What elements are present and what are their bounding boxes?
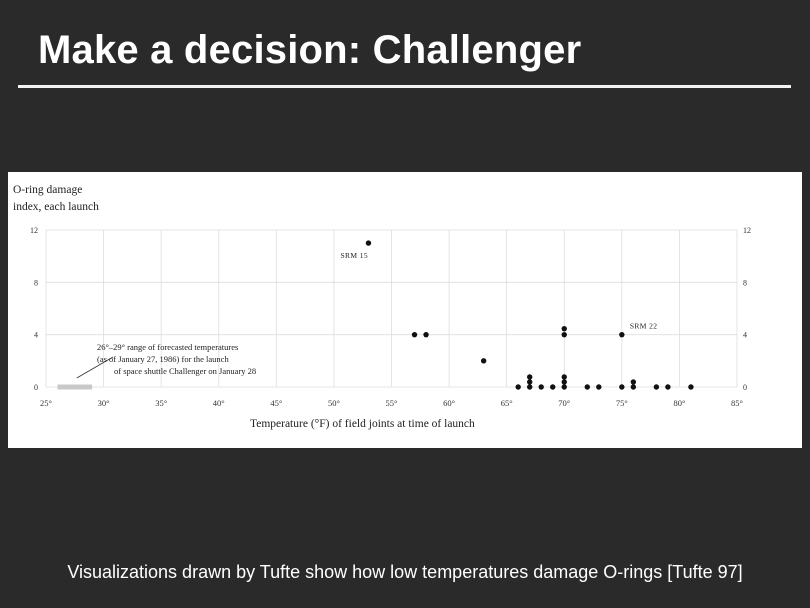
data-point [688, 384, 694, 390]
data-point [538, 384, 544, 390]
chart-panel: O-ring damage index, each launch Tempera… [8, 172, 802, 448]
y-axis-label-line2: index, each launch [13, 201, 99, 213]
data-point [630, 379, 637, 385]
point-labels: SRM 15 SRM 22 [340, 251, 657, 331]
forecast-band-layer [57, 384, 93, 390]
data-point [619, 384, 625, 390]
y-tick-label-left: 12 [30, 226, 38, 235]
data-point [619, 331, 625, 338]
y-tick-label-right: 12 [743, 226, 751, 235]
data-point [561, 374, 567, 380]
x-tick-label: 65° [501, 398, 513, 408]
x-tick-label: 30° [98, 398, 110, 408]
x-tick-label: 85° [731, 398, 743, 408]
data-point [653, 384, 660, 390]
data-point [527, 379, 533, 385]
grid-lines [45, 229, 738, 388]
data-point [527, 384, 533, 390]
data-points [365, 240, 694, 390]
forecast-range-band [57, 384, 93, 390]
annotation-pointer [76, 356, 114, 379]
slide-caption: Visualizations drawn by Tufte show how l… [67, 562, 743, 582]
x-tick-label: 25° [40, 398, 52, 408]
data-point [527, 374, 533, 380]
y-tick-label-left: 8 [34, 278, 38, 287]
data-point [411, 331, 418, 338]
data-point [365, 240, 372, 246]
x-tick-label: 45° [270, 398, 282, 408]
slide-title: Make a decision: Challenger [38, 28, 582, 72]
o-ring-scatter-chart: O-ring damage index, each launch Tempera… [13, 184, 751, 430]
data-point [561, 325, 567, 332]
data-point [515, 384, 521, 390]
data-point [423, 331, 429, 338]
point-label: SRM 15 [340, 251, 368, 260]
x-tick-label: 60° [443, 398, 455, 408]
axis-tick-labels: 0 0 4 4 8 8 12 12 25° 30° 35° 40° 45° 50° 55° 60° 65° 70°… [30, 226, 751, 408]
x-tick-label: 75° [616, 398, 628, 408]
x-axis-label: Temperature (°F) of field joints at time… [250, 418, 475, 430]
x-tick-label: 50° [328, 398, 340, 408]
data-point [480, 358, 487, 364]
data-point [596, 384, 602, 390]
x-tick-label: 40° [213, 398, 225, 408]
data-point [550, 384, 556, 390]
point-label: SRM 22 [630, 322, 658, 331]
data-point [561, 379, 567, 385]
y-tick-label-right: 0 [743, 383, 747, 392]
y-tick-label-left: 0 [34, 383, 38, 392]
x-tick-label: 70° [558, 398, 570, 408]
x-tick-label: 55° [386, 398, 398, 408]
annotation-line: 26°–29° range of forecasted temperatures [97, 342, 238, 352]
title-divider [18, 85, 791, 88]
y-tick-label-right: 8 [743, 278, 747, 287]
annotation-line: (as of January 27, 1986) for the launch [97, 354, 229, 364]
data-point [561, 384, 567, 390]
y-tick-label-right: 4 [743, 331, 747, 340]
data-point [584, 384, 590, 390]
y-axis-label-line1: O-ring damage [13, 184, 82, 196]
y-tick-label-left: 4 [34, 331, 38, 340]
data-point [561, 331, 567, 338]
data-point [665, 384, 671, 390]
data-point [630, 384, 637, 390]
x-tick-label: 35° [155, 398, 167, 408]
x-tick-label: 80° [673, 398, 685, 408]
forecast-annotation: 26°–29° range of forecasted temperatures… [76, 342, 256, 379]
annotation-line: of space shuttle Challenger on January 2… [114, 366, 256, 376]
